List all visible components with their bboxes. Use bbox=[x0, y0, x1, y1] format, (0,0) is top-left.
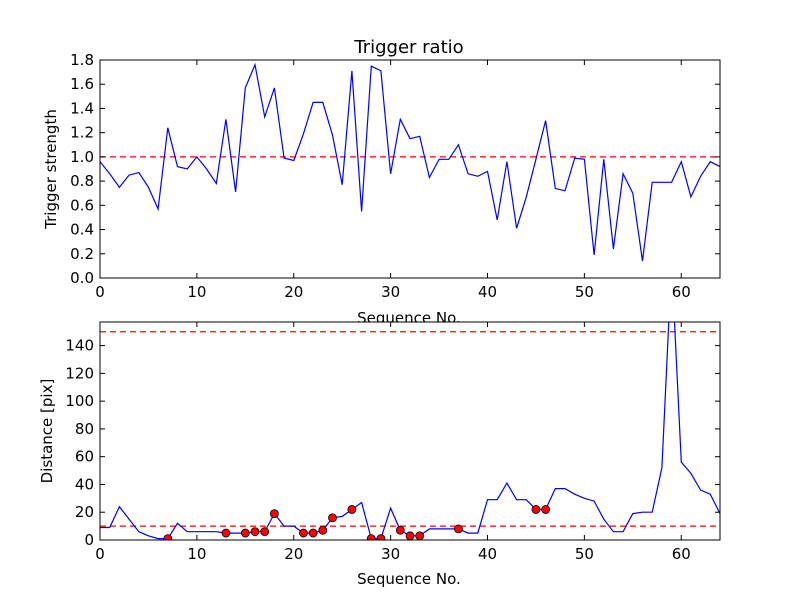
data-point-marker bbox=[395, 525, 405, 535]
data-point-marker bbox=[250, 527, 260, 537]
x-tick-label: 20 bbox=[284, 283, 303, 301]
y-tick-label: 0.6 bbox=[70, 196, 94, 214]
y-axis-label: Distance [pix] bbox=[38, 379, 56, 484]
x-tick-label: 30 bbox=[381, 283, 400, 301]
y-tick-label: 0.0 bbox=[70, 269, 94, 287]
x-tick-label: 50 bbox=[575, 545, 594, 563]
y-tick-label: 1.8 bbox=[70, 51, 94, 69]
y-tick-label: 140 bbox=[65, 337, 94, 355]
y-tick-label: 100 bbox=[65, 392, 94, 410]
data-point-marker bbox=[405, 531, 415, 540]
y-tick-label: 20 bbox=[75, 503, 94, 521]
data-point-marker bbox=[415, 531, 425, 540]
y-tick-label: 80 bbox=[75, 420, 94, 438]
x-tick-label: 40 bbox=[478, 545, 497, 563]
y-tick-label: 0.8 bbox=[70, 172, 94, 190]
data-point-marker bbox=[163, 534, 173, 540]
data-point-marker bbox=[541, 505, 551, 514]
x-tick-label: 0 bbox=[95, 545, 105, 563]
y-tick-label: 40 bbox=[75, 475, 94, 493]
y-tick-label: 1.6 bbox=[70, 75, 94, 93]
plot-frame bbox=[99, 59, 721, 279]
y-tick-label: 120 bbox=[65, 364, 94, 382]
data-point-marker bbox=[328, 513, 337, 523]
data-point-marker bbox=[347, 505, 357, 514]
x-tick-label: 10 bbox=[187, 545, 206, 563]
y-tick-label: 0 bbox=[84, 531, 94, 549]
data-point-marker bbox=[299, 528, 308, 538]
x-tick-label: 40 bbox=[478, 283, 497, 301]
chart-title: Trigger ratio bbox=[353, 37, 463, 58]
y-axis-label: Trigger strength bbox=[42, 109, 60, 230]
x-tick-label: 60 bbox=[672, 283, 691, 301]
distance-chart: 0 10 20 30 40 50 60 0 20 40 60 80 100 120 140 Sequence… bbox=[38, 321, 721, 588]
x-tick-label: 50 bbox=[575, 283, 594, 301]
y-tick-label: 1.0 bbox=[70, 148, 94, 166]
data-point-marker bbox=[221, 528, 231, 538]
y-tick-label: 0.4 bbox=[70, 221, 94, 239]
data-point-marker bbox=[308, 528, 318, 538]
data-point-marker bbox=[454, 524, 463, 534]
data-point-marker bbox=[376, 534, 386, 540]
plot-frame bbox=[99, 321, 721, 541]
x-tick-label: 30 bbox=[381, 545, 400, 563]
trigger-ratio-chart: Trigger ratio 0 10 20 30 40 50 60 0.0 0.2 0.4 0.6 0… bbox=[42, 37, 721, 327]
data-point-marker bbox=[260, 527, 270, 537]
y-tick-label: 0.2 bbox=[70, 245, 94, 263]
y-tick-label: 60 bbox=[75, 448, 94, 466]
data-point-marker bbox=[318, 525, 328, 535]
plot-background bbox=[100, 322, 720, 540]
x-tick-label: 0 bbox=[95, 283, 105, 301]
data-point-marker bbox=[366, 534, 376, 540]
data-point-marker bbox=[240, 528, 250, 538]
series-line bbox=[100, 62, 720, 262]
y-tick-label: 1.2 bbox=[70, 124, 94, 142]
x-axis-label: Sequence No. bbox=[357, 570, 461, 588]
y-tick-label: 1.4 bbox=[70, 99, 94, 117]
x-tick-label: 60 bbox=[672, 545, 691, 563]
data-point-marker bbox=[531, 505, 541, 514]
x-tick-label: 20 bbox=[284, 545, 303, 563]
x-tick-label: 10 bbox=[187, 283, 206, 301]
data-point-marker bbox=[269, 509, 279, 519]
